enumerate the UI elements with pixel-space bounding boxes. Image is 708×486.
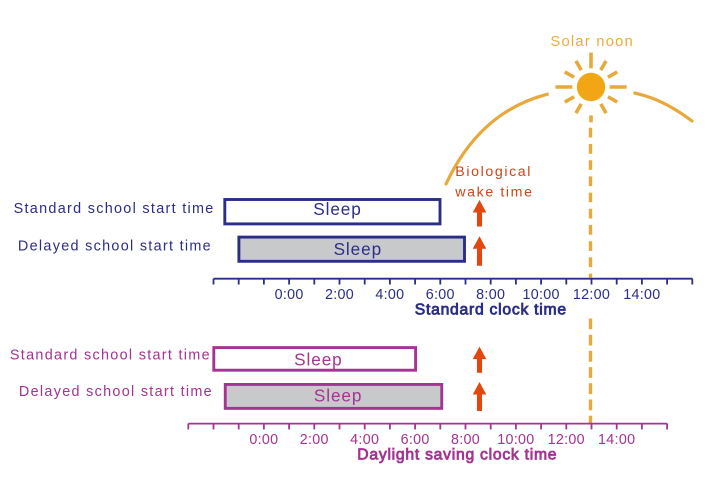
svg-text:Sleep: Sleep xyxy=(314,386,362,406)
svg-text:Standard school start time: Standard school start time xyxy=(14,201,215,217)
svg-text:Biological: Biological xyxy=(455,164,532,180)
svg-text:Standard clock time: Standard clock time xyxy=(415,302,567,319)
svg-text:12:00: 12:00 xyxy=(548,432,585,448)
svg-text:4:00: 4:00 xyxy=(375,287,404,303)
svg-text:2:00: 2:00 xyxy=(300,432,329,448)
svg-text:14:00: 14:00 xyxy=(623,287,660,303)
svg-text:Delayed school start time: Delayed school start time xyxy=(19,384,213,400)
svg-text:Solar noon: Solar noon xyxy=(550,34,634,50)
svg-text:8:00: 8:00 xyxy=(476,287,505,303)
svg-text:Standard school start time: Standard school start time xyxy=(10,348,211,364)
svg-text:14:00: 14:00 xyxy=(598,432,635,448)
svg-text:6:00: 6:00 xyxy=(401,432,430,448)
svg-text:12:00: 12:00 xyxy=(573,287,610,303)
svg-text:wake time: wake time xyxy=(454,184,533,200)
svg-text:Daylight saving clock time: Daylight saving clock time xyxy=(357,447,557,464)
svg-text:Sleep: Sleep xyxy=(313,199,361,219)
svg-text:0:00: 0:00 xyxy=(249,432,278,448)
svg-text:Delayed school start time: Delayed school start time xyxy=(18,238,212,254)
svg-text:2:00: 2:00 xyxy=(325,287,354,303)
svg-text:Sleep: Sleep xyxy=(334,239,382,259)
svg-text:10:00: 10:00 xyxy=(497,432,534,448)
svg-text:10:00: 10:00 xyxy=(522,287,559,303)
svg-text:8:00: 8:00 xyxy=(451,432,480,448)
svg-text:0:00: 0:00 xyxy=(275,287,304,303)
svg-text:4:00: 4:00 xyxy=(350,432,379,448)
svg-text:Sleep: Sleep xyxy=(294,349,342,369)
svg-text:6:00: 6:00 xyxy=(426,287,455,303)
